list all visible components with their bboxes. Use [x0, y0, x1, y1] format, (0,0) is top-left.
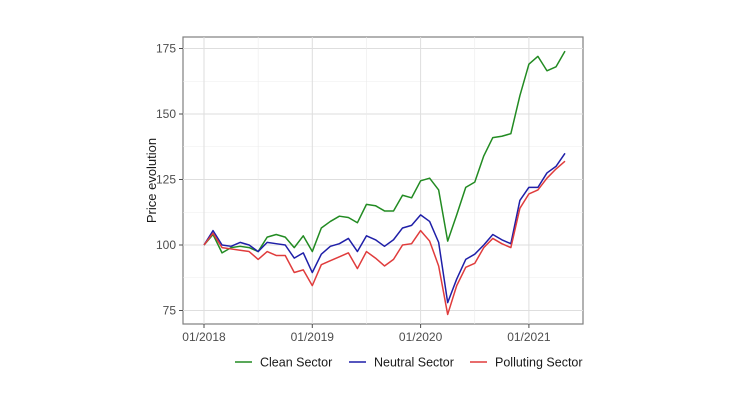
y-tick-label: 125: [156, 173, 176, 187]
x-tick-label: 01/2018: [182, 330, 226, 344]
legend-item: Clean Sector: [235, 356, 332, 370]
legend-item: Neutral Sector: [349, 356, 454, 370]
y-tick-label: 175: [156, 42, 176, 56]
series-line-neutral-sector: [203, 152, 566, 304]
series-lines: [203, 50, 566, 316]
legend-label: Clean Sector: [260, 356, 332, 370]
x-tick-label: 01/2020: [399, 330, 443, 344]
y-tick-label: 150: [156, 107, 176, 121]
legend-label: Polluting Sector: [495, 356, 583, 370]
y-tick-label: 75: [163, 304, 177, 318]
series-line-clean-sector: [203, 50, 566, 254]
legend-item: Polluting Sector: [470, 356, 583, 370]
x-tick-label: 01/2021: [507, 330, 551, 344]
plot-panel: [182, 36, 584, 325]
y-axis: 75 100 125 150 175: [156, 42, 183, 318]
legend: Clean Sector Neutral Sector Polluting Sect…: [235, 356, 583, 370]
y-tick-label: 100: [156, 238, 176, 252]
legend-label: Neutral Sector: [374, 356, 454, 370]
x-axis: 01/2018 01/2019 01/2020 01/2021: [182, 324, 551, 344]
y-axis-title: Price evolution: [144, 138, 159, 223]
x-tick-label: 01/2019: [291, 330, 335, 344]
series-line-polluting-sector: [203, 160, 566, 316]
